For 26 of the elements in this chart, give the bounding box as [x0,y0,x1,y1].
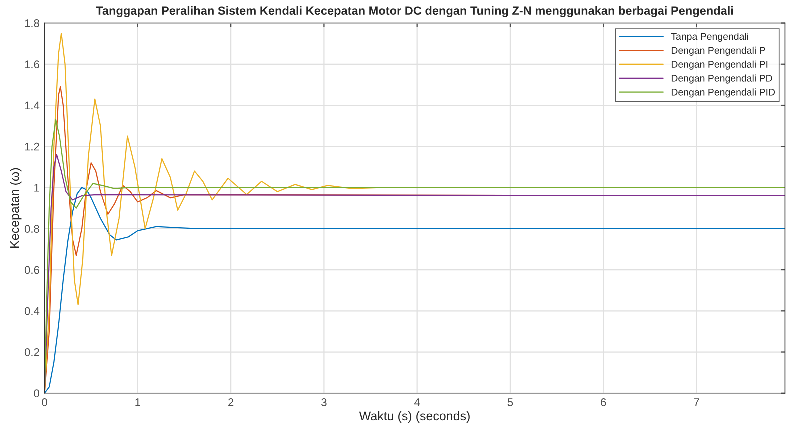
x-tick-label: 1 [136,398,140,406]
x-axis-title: Waktu (s) (seconds) [359,411,470,423]
chart-title: Tanggapan Peralihan Sistem Kendali Kecepatan Motor DC dengan Tuning Z-N menggunakan berbagai Pengendali [96,6,734,18]
y-tick-label: 1.6 [25,60,40,69]
y-tick-label: 0.2 [24,348,40,356]
y-tick-label: 1.8 [25,20,40,28]
x-tick-label: 0 [42,398,48,406]
y-axis-title: Kecepatan (ω) [10,168,22,248]
x-tick-label: 6 [601,398,606,406]
y-tick-label: 0.4 [24,307,40,316]
y-tick-label: 0.6 [24,266,40,274]
y-tick-label: 1.2 [25,142,40,151]
y-tick-label: 0.8 [24,225,40,234]
x-tick-label: 4 [414,398,420,406]
legend-label: Dengan Pengendali P [672,46,766,56]
y-tick-label: 0 [34,390,40,398]
y-tick-label: 1 [34,184,40,192]
legend-label: Dengan Pengendali PID [672,88,776,98]
x-tick-label: 5 [508,398,514,406]
x-tick-label: 3 [322,398,327,406]
legend-label: Dengan Pengendali PI [672,60,768,70]
x-tick-label: 2 [228,398,234,406]
legend-label: Tanpa Pengendali [671,32,748,42]
legend-label: Dengan Pengendali PD [672,74,772,84]
x-tick-label: 7 [694,398,700,406]
y-tick-label: 1.4 [25,102,40,110]
